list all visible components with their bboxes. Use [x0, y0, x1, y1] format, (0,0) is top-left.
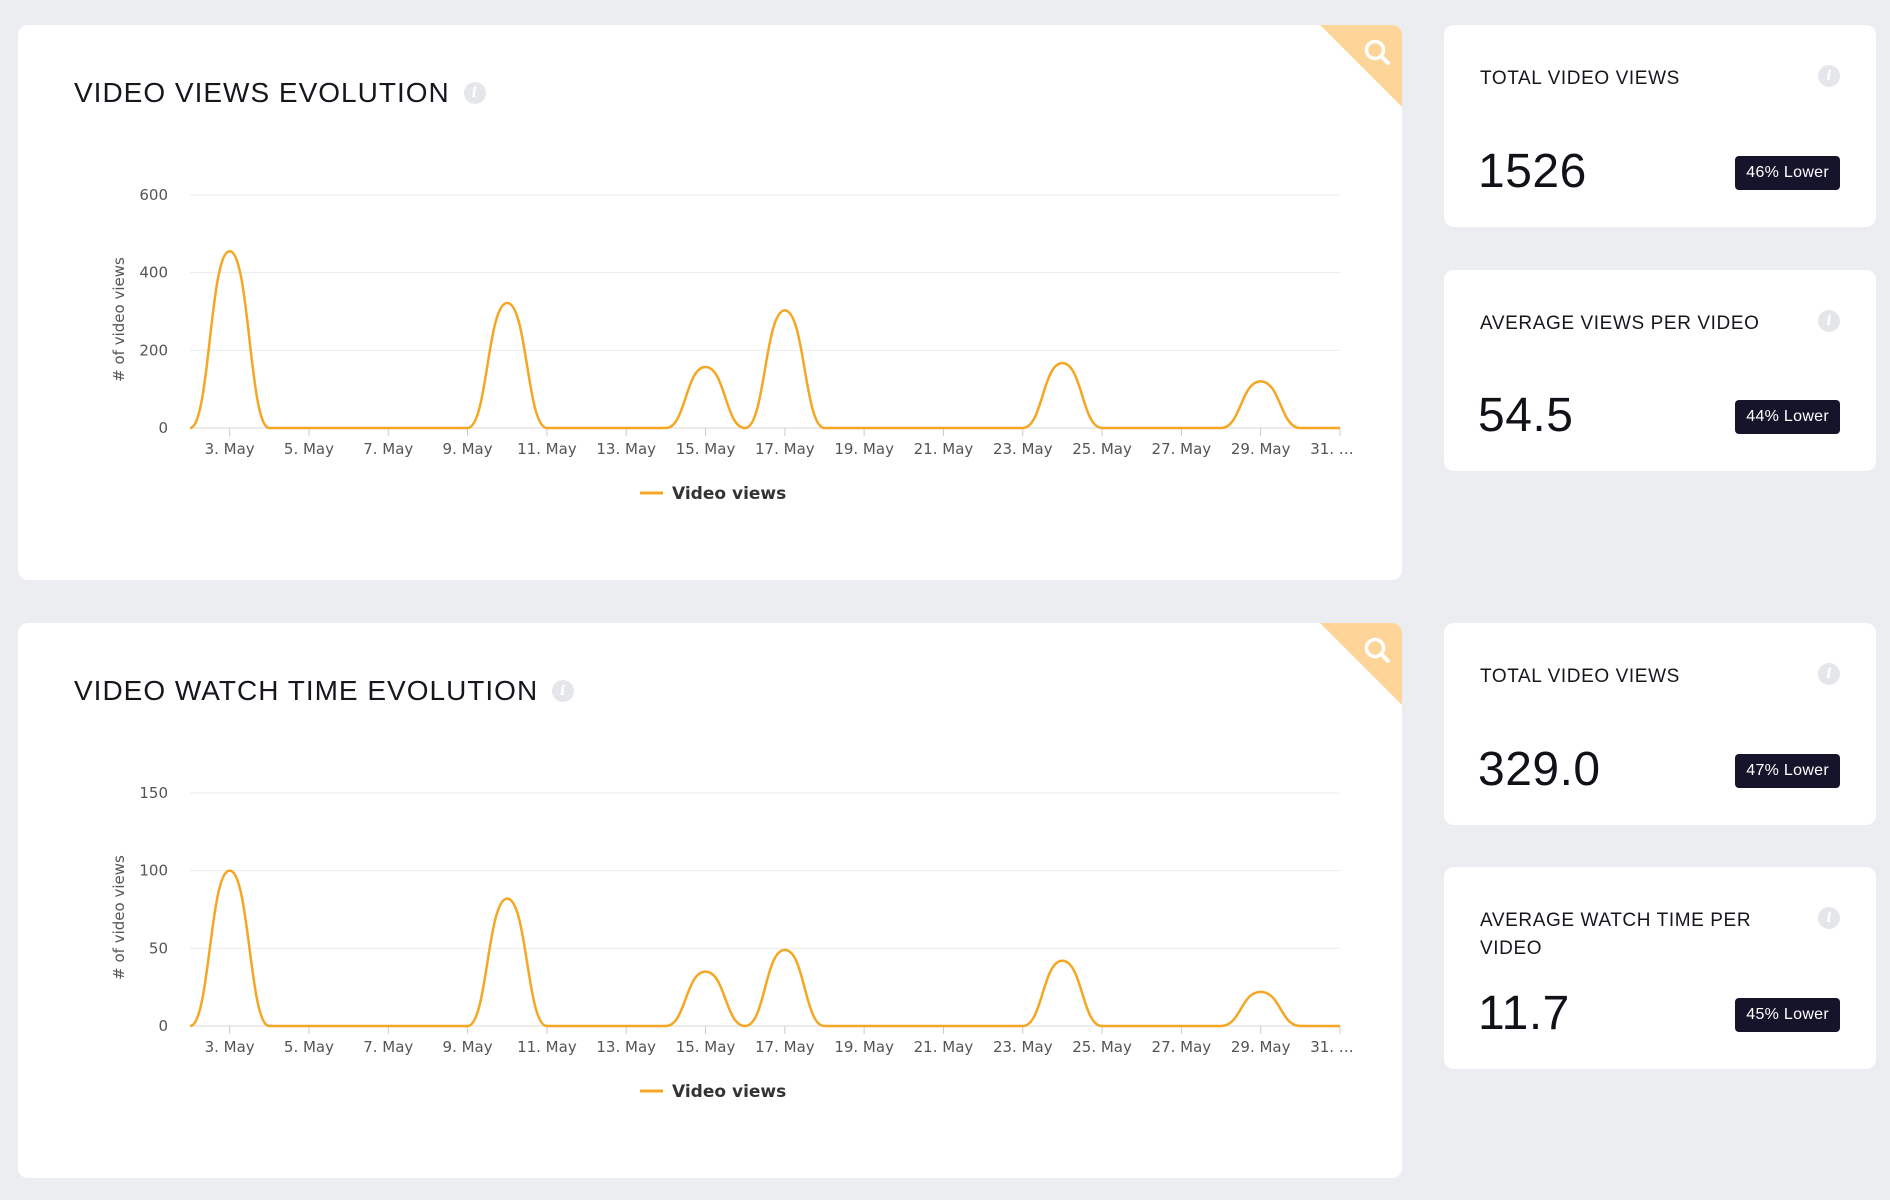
- chart-title: VIDEO VIEWS EVOLUTION: [74, 77, 450, 108]
- stat-value: 1526: [1478, 145, 1587, 198]
- x-tick-label: 31. …: [1310, 1038, 1354, 1056]
- legend-label: Video views: [672, 1082, 786, 1102]
- video-views-evolution-card: VIDEO VIEWS EVOLUTION i 0 200 400 600 # of v…: [18, 25, 1402, 580]
- y-tick-label: 0: [158, 419, 168, 437]
- x-tick-label: 15. May: [676, 440, 736, 458]
- legend-label: Video views: [672, 484, 786, 504]
- legend: Video views: [640, 484, 786, 504]
- stat-title: AVERAGE VIEWS PER VIDEO: [1480, 313, 1760, 334]
- comparison-badge: 44% Lower: [1735, 400, 1840, 434]
- stat-title: TOTAL VIDEO VIEWS: [1480, 666, 1680, 687]
- x-tick-label: 9. May: [443, 440, 493, 458]
- stat-value: 54.5: [1478, 389, 1574, 442]
- stat-title: TOTAL VIDEO VIEWS: [1480, 68, 1680, 89]
- x-tick-label: 23. May: [993, 440, 1053, 458]
- x-tick-label: 29. May: [1231, 1038, 1291, 1056]
- y-tick-label: 0: [158, 1017, 168, 1035]
- y-tick-label: 50: [149, 939, 168, 957]
- zoom-button[interactable]: [1320, 25, 1402, 107]
- average-watch-time-per-video-card: AVERAGE WATCH TIME PER VIDEO i 11.7 45% …: [1444, 867, 1876, 1069]
- info-icon[interactable]: i: [1818, 663, 1840, 685]
- y-tick-label: 600: [139, 186, 168, 204]
- x-tick-label: 27. May: [1152, 1038, 1212, 1056]
- info-icon[interactable]: i: [552, 680, 575, 702]
- y-tick-label: 100: [139, 862, 168, 880]
- total-video-views-card: TOTAL VIDEO VIEWS i 1526 46% Lower: [1444, 25, 1876, 227]
- x-tick-label: 29. May: [1231, 440, 1291, 458]
- x-tick-label: 17. May: [755, 1038, 815, 1056]
- x-tick-label: 25. May: [1072, 440, 1132, 458]
- stat-value: 329.0: [1478, 743, 1601, 796]
- x-tick-label: 15. May: [676, 1038, 736, 1056]
- video-views-line-chart: 0 200 400 600 # of video views 3. May 5. May 7.…: [110, 186, 1354, 504]
- x-tick-label: 3. May: [205, 440, 255, 458]
- info-icon[interactable]: i: [1818, 65, 1840, 87]
- comparison-badge: 45% Lower: [1735, 998, 1840, 1032]
- x-tick-label: 7. May: [363, 1038, 413, 1056]
- total-video-views-watch-card: TOTAL VIDEO VIEWS i 329.0 47% Lower: [1444, 623, 1876, 825]
- info-icon[interactable]: i: [463, 82, 486, 104]
- series-line: [189, 869, 1340, 1028]
- x-tick-label: 5. May: [284, 440, 334, 458]
- x-tick-label: 7. May: [363, 440, 413, 458]
- x-tick-label: 13. May: [596, 1038, 656, 1056]
- x-tick-label: 9. May: [443, 1038, 493, 1056]
- x-tick-label: 27. May: [1152, 440, 1212, 458]
- zoom-button[interactable]: [1320, 623, 1402, 705]
- y-axis-label: # of video views: [110, 855, 128, 980]
- x-tick-label: 11. May: [517, 440, 577, 458]
- info-icon[interactable]: i: [1818, 907, 1840, 929]
- search-icon: [1320, 25, 1402, 107]
- stat-value: 11.7: [1478, 987, 1570, 1040]
- stat-title: AVERAGE WATCH TIME PER VIDEO: [1480, 910, 1752, 959]
- x-tick-label: 11. May: [517, 1038, 577, 1056]
- x-tick-label: 31. …: [1310, 440, 1354, 458]
- y-tick-label: 200: [139, 341, 168, 359]
- chart-title-wrap: VIDEO VIEWS EVOLUTION i: [74, 77, 486, 109]
- search-icon: [1320, 623, 1402, 705]
- x-tick-label: 3. May: [205, 1038, 255, 1056]
- y-tick-label: 150: [139, 784, 168, 802]
- x-tick-label: 25. May: [1072, 1038, 1132, 1056]
- x-tick-label: 19. May: [834, 440, 894, 458]
- video-watch-time-line-chart: 0 50 100 150 # of video views 3. May 5. May 7. …: [110, 784, 1354, 1102]
- x-tick-label: 21. May: [914, 1038, 974, 1056]
- video-watch-time-evolution-card: VIDEO WATCH TIME EVOLUTION i 0 50 100 150 # …: [18, 623, 1402, 1178]
- y-tick-label: 400: [139, 264, 168, 282]
- x-tick-label: 19. May: [834, 1038, 894, 1056]
- chart-title-wrap: VIDEO WATCH TIME EVOLUTION i: [74, 675, 575, 707]
- x-tick-label: 17. May: [755, 440, 815, 458]
- chart-title: VIDEO WATCH TIME EVOLUTION: [74, 675, 539, 706]
- info-icon[interactable]: i: [1818, 310, 1840, 332]
- series-line: [189, 250, 1340, 430]
- x-tick-label: 23. May: [993, 1038, 1053, 1056]
- average-views-per-video-card: AVERAGE VIEWS PER VIDEO i 54.5 44% Lower: [1444, 270, 1876, 471]
- y-axis-label: # of video views: [110, 257, 128, 382]
- comparison-badge: 47% Lower: [1735, 754, 1840, 788]
- x-tick-label: 5. May: [284, 1038, 334, 1056]
- comparison-badge: 46% Lower: [1735, 156, 1840, 190]
- x-tick-label: 21. May: [914, 440, 974, 458]
- x-tick-label: 13. May: [596, 440, 656, 458]
- legend: Video views: [640, 1082, 786, 1102]
